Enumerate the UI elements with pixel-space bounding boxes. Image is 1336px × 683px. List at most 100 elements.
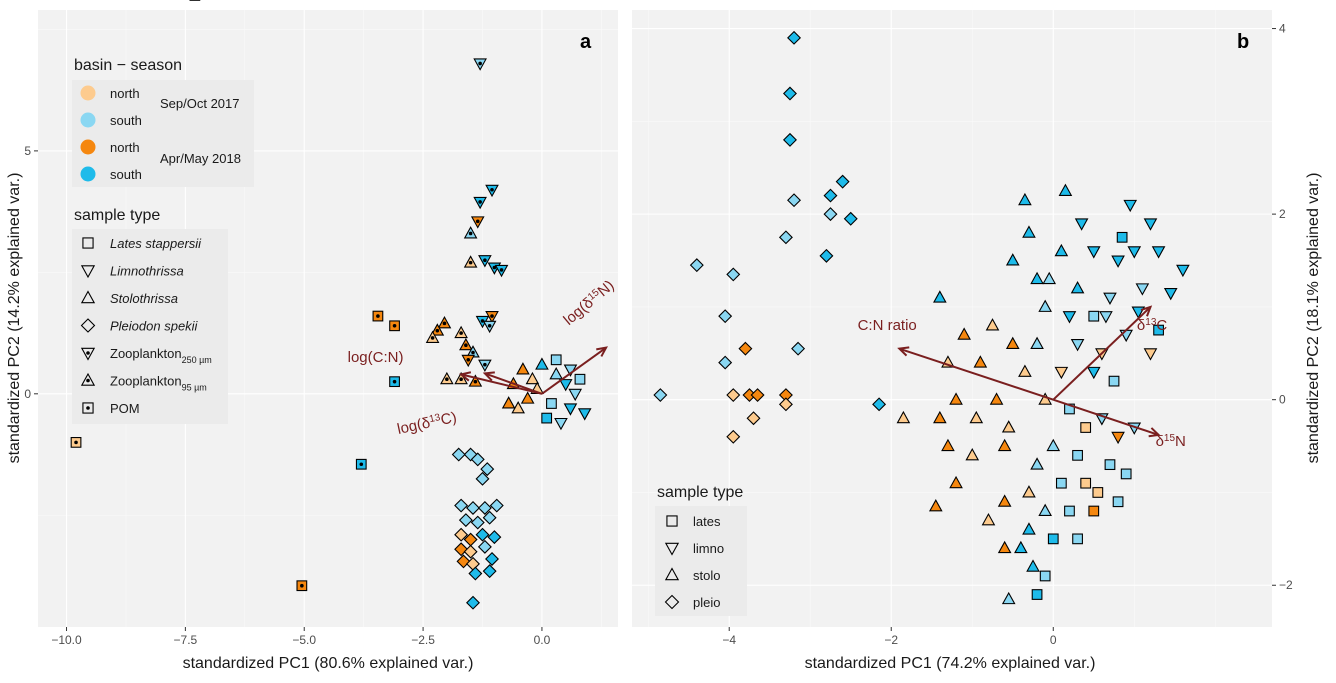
legend-type-label: Pleiodon spekii: [110, 319, 199, 334]
data-point: [1111, 255, 1125, 268]
legend-b-symbol: [664, 567, 680, 581]
data-point: [1039, 570, 1051, 582]
data-point: [1018, 192, 1032, 206]
arrow-label: log(δ13C): [396, 408, 459, 438]
data-point: [1104, 459, 1116, 471]
data-point: [1080, 477, 1092, 489]
data-point: [470, 515, 485, 530]
legend-season-swatch: [80, 166, 96, 182]
data-point: [454, 371, 468, 385]
panel-b-tag: b: [1237, 31, 1249, 53]
legend-b-label: stolo: [693, 568, 720, 583]
data-point: [1086, 366, 1101, 380]
data-point: [480, 462, 495, 477]
data-point: [933, 290, 947, 303]
data-point: [440, 371, 454, 385]
panel-b: −4 −2 0 −2 0 2 4 b standardized PC1 (74.2% ex…: [632, 10, 1322, 672]
data-point: [535, 357, 549, 370]
loading-arrowhead: [596, 346, 608, 357]
data-point: [1005, 253, 1020, 266]
data-point: [1046, 438, 1061, 452]
x-tick-label: −10.0: [51, 633, 82, 647]
data-point: [1127, 246, 1142, 259]
data-point: [1014, 540, 1028, 554]
data-point: [973, 355, 988, 368]
loading-arrow: [484, 372, 543, 395]
data-point: [843, 211, 858, 226]
loading-arrowhead: [897, 346, 910, 357]
legend-type-box: [72, 229, 228, 424]
data-point: [1030, 457, 1044, 470]
legend-type-symbol: [80, 372, 96, 386]
legend-season-swatch: [80, 139, 96, 155]
data-point: [516, 362, 530, 375]
data-point: [463, 226, 478, 239]
data-point: [466, 500, 480, 515]
data-point: [750, 388, 765, 403]
data-point: [1123, 199, 1138, 213]
legend-b-symbol: [664, 542, 680, 556]
loading-arrow: [1052, 306, 1152, 401]
legend-season-swatch: [80, 85, 96, 101]
data-point: [473, 196, 487, 210]
data-point: [949, 475, 963, 489]
data-point: [463, 544, 478, 559]
arrow-label: δ15N: [1156, 433, 1186, 451]
data-point: [1005, 336, 1020, 350]
data-point: [451, 447, 466, 462]
panel-a-legend: basin − season north south north south Sep/…: [72, 57, 254, 424]
data-point: [1062, 311, 1077, 324]
data-point: [574, 373, 586, 385]
data-point: [501, 396, 516, 409]
data-point: [726, 429, 741, 444]
loading-arrowhead: [1140, 305, 1153, 317]
data-point: [461, 354, 476, 368]
data-point: [778, 230, 793, 245]
data-point: [941, 438, 955, 452]
legend-season-label: north: [110, 86, 140, 101]
data-point: [430, 323, 445, 336]
data-point: [872, 397, 887, 412]
data-point: [1103, 292, 1117, 305]
data-point: [1047, 533, 1059, 545]
data-point: [965, 448, 980, 461]
data-point: [485, 311, 499, 324]
data-point: [478, 359, 492, 372]
data-point: [1176, 264, 1190, 278]
data-point: [653, 388, 668, 403]
data-point: [456, 554, 471, 569]
data-point: [819, 248, 834, 263]
data-point: [1108, 375, 1120, 387]
data-point: [1054, 243, 1069, 257]
y-tick-label: 2: [1279, 207, 1286, 221]
legend-season-title: basin − season: [74, 57, 182, 74]
loading-arrowhead: [458, 371, 472, 382]
legend-type-symbol: [80, 318, 96, 333]
data-point: [1001, 420, 1016, 433]
data-point: [437, 316, 452, 329]
legend-b-symbol: [666, 515, 678, 527]
y-tick-label: 5: [24, 144, 31, 158]
data-point: [791, 341, 806, 356]
data-point: [468, 374, 483, 387]
data-point: [1092, 487, 1104, 498]
data-point: [1070, 339, 1085, 352]
legend-b-symbol: [664, 594, 680, 610]
data-point: [1086, 246, 1101, 259]
data-point: [1030, 336, 1044, 350]
data-point: [454, 325, 468, 339]
data-point: [1058, 183, 1073, 196]
data-point: [1022, 522, 1036, 535]
data-point: [969, 410, 984, 424]
legend-type-symbol: [82, 402, 94, 414]
data-point: [1055, 477, 1067, 489]
data-point: [1135, 283, 1150, 296]
data-point: [1120, 468, 1132, 480]
legend-period-2017: Sep/Oct 2017: [160, 96, 240, 111]
legend-type-symbol: [80, 347, 96, 361]
data-point: [1054, 366, 1069, 380]
legend-type-label: Zooplankton95 µm: [110, 374, 207, 393]
data-point: [997, 438, 1012, 452]
legend-b-label: lates: [693, 514, 721, 529]
data-point: [470, 452, 485, 467]
